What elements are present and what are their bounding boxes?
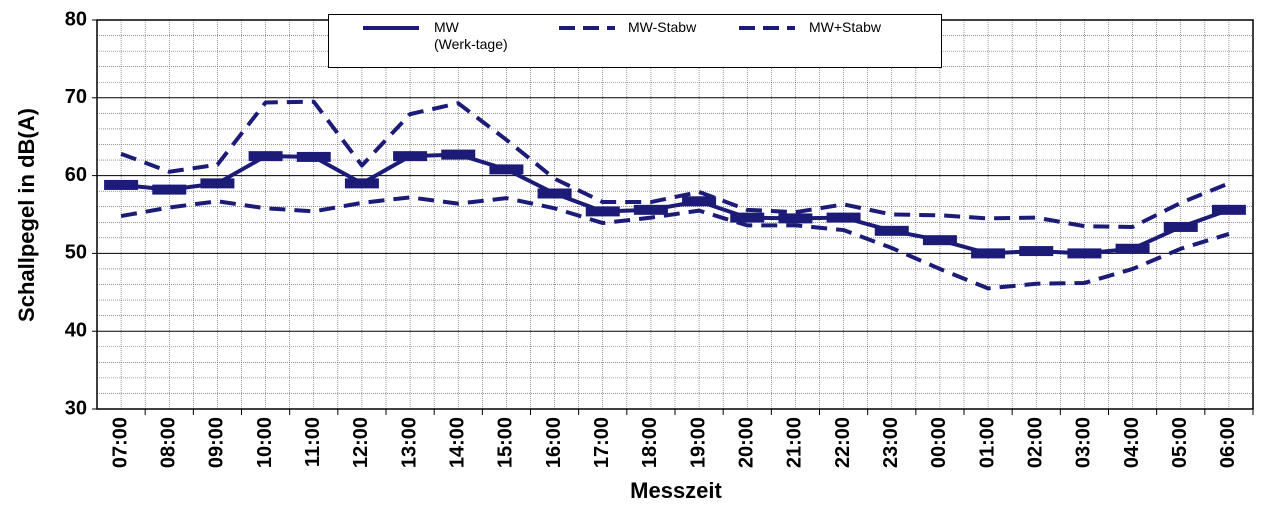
legend: MW (Werk-tage) MW-Stabw MW+Stabw	[328, 14, 942, 68]
series-marker	[1019, 246, 1054, 257]
x-axis-title: Messzeit	[630, 478, 722, 503]
series-marker	[441, 149, 476, 160]
series-marker	[633, 204, 668, 215]
series-marker	[344, 178, 379, 189]
x-tick-label: 07:00	[109, 417, 131, 468]
y-tick-label: 40	[65, 319, 87, 341]
legend-swatch	[363, 26, 419, 30]
series-marker	[826, 212, 861, 223]
y-tick-label: 60	[65, 164, 87, 186]
y-axis-title: Schallpegel in dB(A)	[14, 108, 39, 322]
series-marker	[200, 178, 235, 189]
series-line	[120, 99, 1230, 229]
series-marker	[489, 164, 524, 175]
series-marker	[537, 188, 572, 199]
x-tick-label: 03:00	[1073, 417, 1095, 468]
x-tick-label: 11:00	[302, 417, 324, 467]
series-line	[120, 195, 1230, 291]
series-marker	[778, 213, 813, 224]
legend-swatch	[739, 26, 795, 30]
x-tick-label: 02:00	[1025, 417, 1047, 468]
x-tick-label: 18:00	[639, 417, 661, 468]
y-tick-label: 50	[65, 242, 87, 264]
x-tick-label: 00:00	[928, 417, 950, 468]
series-marker	[1115, 243, 1150, 254]
series-marker	[922, 235, 957, 246]
x-tick-label: 23:00	[880, 417, 902, 468]
series-marker	[248, 151, 283, 162]
x-tick-label: 12:00	[350, 417, 372, 468]
x-tick-label: 17:00	[591, 417, 613, 468]
x-tick-label: 14:00	[447, 417, 469, 468]
series-marker	[104, 179, 139, 190]
series-marker	[152, 184, 187, 195]
x-tick-label: 09:00	[206, 417, 228, 468]
x-tick-label: 21:00	[784, 417, 806, 468]
x-tick-label: 01:00	[976, 417, 998, 468]
x-tick-label: 20:00	[736, 417, 758, 468]
series-marker	[682, 196, 717, 207]
x-tick-label: 22:00	[832, 417, 854, 468]
series-marker	[1211, 204, 1246, 215]
x-tick-label: 06:00	[1217, 417, 1239, 468]
x-tick-label: 04:00	[1121, 417, 1143, 468]
series-marker	[1067, 248, 1102, 259]
series-marker	[296, 151, 331, 162]
series-marker	[971, 248, 1006, 259]
legend-swatch	[559, 26, 615, 30]
x-tick-label: 13:00	[398, 417, 420, 468]
x-tick-label: 08:00	[158, 417, 180, 468]
x-tick-label: 16:00	[543, 417, 565, 468]
x-tick-label: 15:00	[495, 417, 517, 468]
y-tick-label: 30	[65, 397, 87, 419]
y-tick-label: 80	[65, 8, 87, 30]
y-tick-label: 70	[65, 86, 87, 108]
series-marker	[393, 151, 428, 162]
legend-label: MW+Stabw	[809, 19, 881, 35]
x-tick-label: 19:00	[687, 417, 709, 468]
x-tick-label: 10:00	[254, 417, 276, 468]
legend-label: MW-Stabw	[628, 19, 697, 35]
series-marker	[585, 206, 620, 217]
series-marker	[1163, 221, 1198, 232]
series-marker	[874, 225, 909, 236]
x-tick-label: 05:00	[1169, 417, 1191, 468]
series-marker	[730, 212, 765, 223]
legend-label: MW (Werk-tage)	[434, 19, 508, 52]
